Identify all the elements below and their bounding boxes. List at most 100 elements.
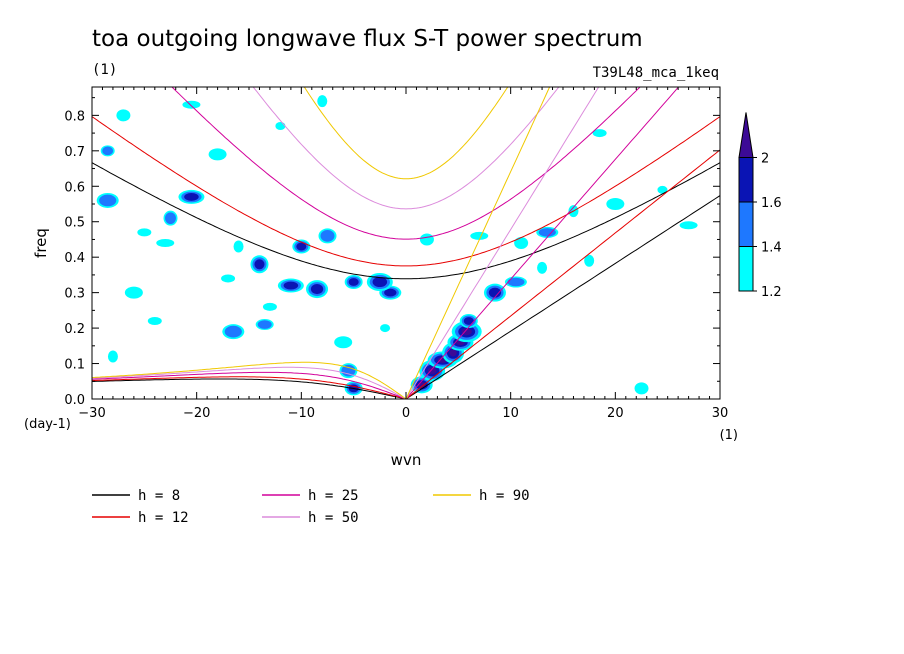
kelvin-curve-h90 — [405, 87, 551, 399]
rossby-curve-h50 — [92, 366, 407, 399]
contour-patch — [257, 320, 272, 329]
inertia-gravity-curve-h90 — [303, 87, 509, 180]
contour-patch — [537, 261, 548, 274]
contour-patch — [488, 287, 502, 298]
inertia-gravity-curve-h8 — [92, 162, 720, 280]
legend-label-h12: h = 12 — [138, 510, 189, 526]
contour-patch — [634, 382, 649, 395]
legend: h = 8 h = 12 h = 25 h = 50 h = 90 — [92, 488, 530, 526]
y-axis-ticks: 0.0 0.1 0.2 0.3 0.4 0.5 0.6 0.7 0.8 — [64, 97, 720, 408]
contour-patch — [156, 239, 175, 247]
legend-label-h25: h = 25 — [308, 488, 359, 504]
y-tick-label: 0.5 — [64, 216, 85, 231]
y-tick-label: 0.3 — [64, 287, 85, 302]
colorbar-label: 1.6 — [761, 196, 782, 211]
colorbar-label: 1.2 — [761, 285, 782, 300]
contour-patch — [657, 185, 668, 194]
contour-patch — [348, 278, 359, 286]
contour-patch — [254, 259, 265, 270]
contour-patch — [262, 302, 277, 311]
x-axis-unit: (1) — [720, 428, 738, 443]
contour-patch — [165, 212, 176, 225]
contour-patch — [221, 274, 236, 283]
contour-patch — [182, 100, 201, 109]
contour-patch — [592, 129, 607, 138]
contour-patch — [334, 336, 353, 349]
chart-subtitle-right: T39L48_mca_1keq — [593, 65, 719, 81]
contour-patch — [461, 328, 472, 336]
x-tick-label: 30 — [712, 406, 729, 421]
x-tick-label: 10 — [502, 406, 519, 421]
x-tick-label: −20 — [183, 406, 210, 421]
x-axis-label: wvn — [391, 451, 422, 469]
inertia-gravity-curve-h25 — [171, 87, 641, 240]
x-axis-ticks: −30 −20 −10 0 10 20 30 — [78, 87, 728, 421]
rossby-curve-h25 — [92, 371, 407, 399]
contour-patch — [124, 286, 143, 299]
y-axis-unit: (day-1) — [24, 417, 71, 432]
x-tick-label: 0 — [402, 406, 410, 421]
colorbar-label: 2 — [761, 152, 769, 167]
contour-patch — [310, 284, 324, 295]
contour-patch — [584, 254, 595, 267]
inertia-gravity-curve-h12 — [92, 116, 720, 267]
contour-patch — [419, 233, 434, 246]
contour-patch — [296, 242, 307, 251]
contour-patch — [372, 276, 388, 288]
contour-patch — [275, 122, 286, 130]
kelvin-curve-h8 — [405, 195, 720, 399]
y-tick-label: 0.0 — [64, 393, 85, 408]
rossby-curve-h12 — [92, 376, 407, 399]
y-tick-label: 0.2 — [64, 322, 85, 337]
contour-patch — [380, 324, 391, 333]
contour-patch — [233, 240, 244, 253]
contour-patch — [184, 192, 199, 201]
contour-patch — [427, 367, 437, 375]
contour-fills — [96, 95, 698, 396]
dispersion-curves — [92, 87, 720, 399]
y-tick-label: 0.7 — [64, 145, 85, 160]
contour-patch — [320, 230, 335, 242]
y-tick-label: 0.4 — [64, 251, 85, 266]
contour-patch — [116, 109, 131, 122]
inertia-gravity-curve-h50 — [252, 87, 560, 210]
y-axis-label: freq — [32, 228, 50, 258]
contour-patch — [224, 325, 242, 338]
y-tick-label: 0.6 — [64, 180, 85, 195]
x-tick-label: 20 — [607, 406, 624, 421]
y-tick-label: 0.8 — [64, 109, 85, 124]
contour-patch — [507, 277, 525, 287]
rossby-curve-h8 — [92, 378, 407, 399]
x-tick-label: −30 — [78, 406, 105, 421]
contour-patch — [147, 317, 162, 325]
contour-patch — [137, 228, 152, 237]
rossby-curve-h90 — [92, 361, 407, 399]
kelvin-curve-h12 — [405, 149, 720, 399]
kelvin-curve-h25 — [405, 87, 680, 399]
legend-label-h90: h = 90 — [479, 488, 530, 504]
colorbar-segment — [738, 201, 754, 247]
contour-patch — [107, 350, 118, 363]
legend-label-h50: h = 50 — [308, 510, 359, 526]
legend-label-h8: h = 8 — [138, 488, 180, 504]
contour-patch — [283, 281, 299, 290]
contour-patch — [208, 148, 227, 161]
contour-patch — [538, 228, 556, 237]
colorbar-segment — [738, 157, 754, 203]
chart-subtitle-left: (1) — [92, 62, 117, 78]
contour-patch — [317, 95, 328, 108]
contour-patch — [99, 194, 117, 207]
kelvin-curve-h50 — [405, 87, 600, 399]
chart-title: toa outgoing longwave flux S-T power spe… — [92, 26, 643, 52]
contour-patch — [606, 198, 625, 210]
x-tick-label: −10 — [288, 406, 315, 421]
colorbar-segment — [738, 246, 754, 292]
contour-patch — [384, 288, 397, 297]
colorbar-label: 1.4 — [761, 241, 782, 256]
y-tick-label: 0.1 — [64, 358, 85, 373]
plot-frame — [91, 86, 721, 400]
contour-patch — [470, 231, 489, 240]
contour-patch — [679, 221, 698, 230]
contour-patch — [514, 237, 529, 249]
